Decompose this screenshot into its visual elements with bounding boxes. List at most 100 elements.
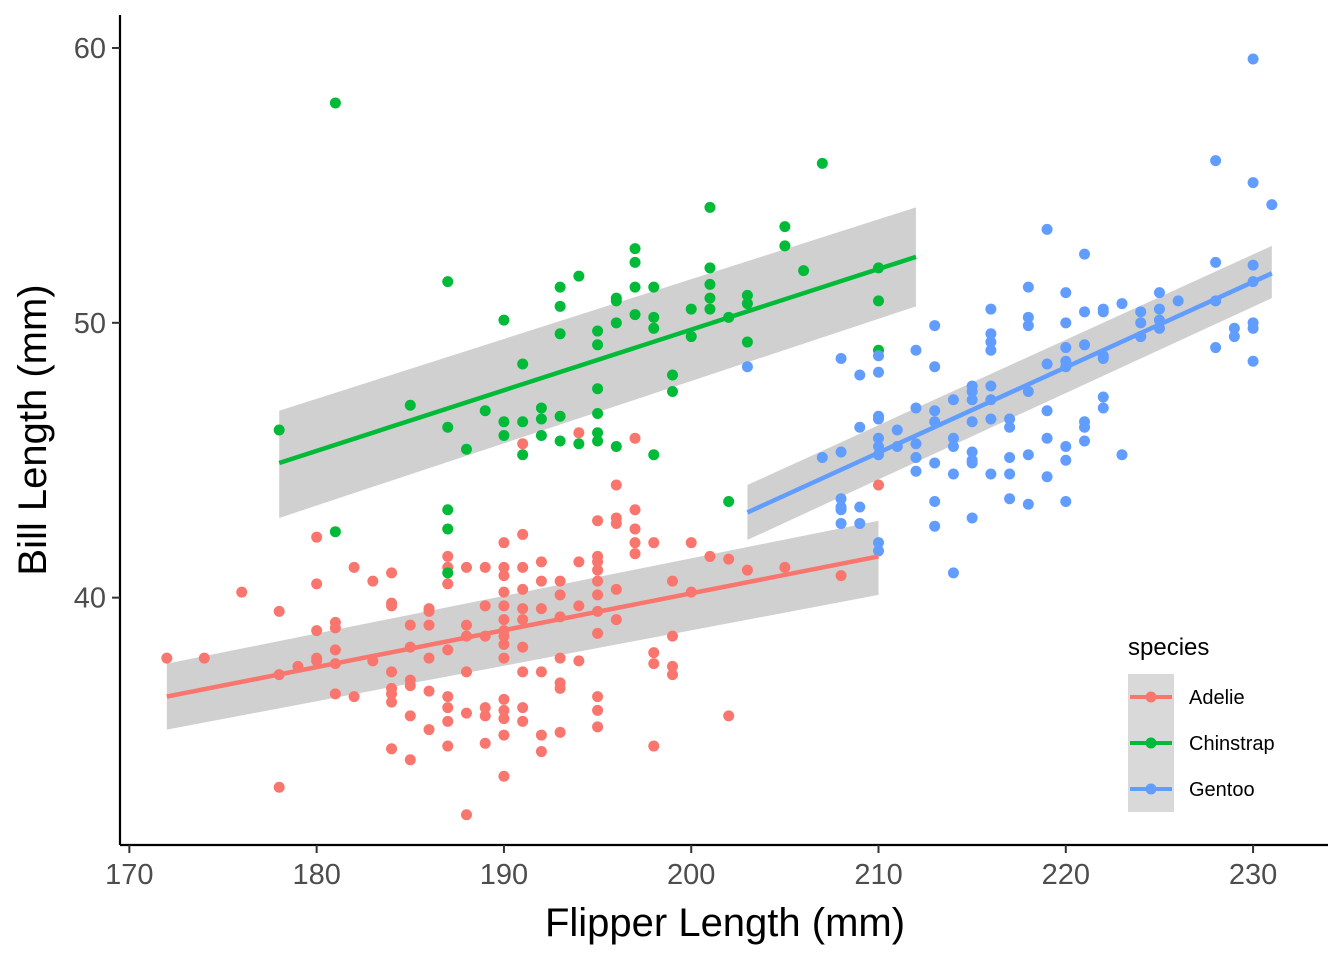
adelie-point (517, 715, 529, 727)
legend-label-gentoo: Gentoo (1189, 779, 1255, 801)
adelie-point (517, 583, 529, 595)
gentoo-point (873, 537, 885, 549)
gentoo-point (985, 328, 997, 340)
adelie-point (685, 537, 697, 549)
x-tick-label: 230 (1229, 859, 1277, 891)
chinstrap-point (779, 221, 791, 233)
adelie-point (517, 528, 529, 540)
gentoo-point (854, 369, 866, 381)
adelie-point (498, 600, 510, 612)
gentoo-point (1060, 495, 1072, 507)
adelie-point (404, 680, 416, 692)
chinstrap-point (479, 405, 491, 417)
gentoo-point (1004, 493, 1016, 505)
gentoo-point (966, 394, 978, 406)
chinstrap-point (592, 325, 604, 337)
legend-key-point (1145, 737, 1157, 749)
gentoo-point (966, 386, 978, 398)
adelie-point (517, 641, 529, 653)
chinstrap-point (610, 440, 622, 452)
chinstrap-point (648, 311, 660, 323)
adelie-point (386, 666, 398, 678)
adelie-point (648, 740, 660, 752)
chinstrap-point (704, 278, 716, 290)
gentoo-point (1153, 287, 1165, 299)
adelie-point (498, 537, 510, 549)
chinstrap-point (873, 295, 885, 307)
adelie-point (386, 600, 398, 612)
gentoo-point (1004, 413, 1016, 425)
adelie-point (498, 652, 510, 664)
chinstrap-point (329, 97, 341, 109)
adelie-point (535, 729, 547, 741)
gentoo-point (816, 451, 828, 463)
gentoo-point (929, 457, 941, 469)
chinstrap-point (666, 386, 678, 398)
adelie-point (629, 523, 641, 535)
gentoo-point (1041, 405, 1053, 417)
chinstrap-point (629, 256, 641, 268)
adelie-point (423, 652, 435, 664)
gentoo-point (1004, 421, 1016, 433)
gentoo-point (947, 440, 959, 452)
adelie-point (573, 427, 585, 439)
x-tick-label: 220 (1042, 859, 1090, 891)
gentoo-point (966, 512, 978, 524)
gentoo-point (1079, 248, 1091, 260)
chinstrap-point (741, 298, 753, 310)
adelie-point (329, 688, 341, 700)
adelie-point (573, 556, 585, 568)
chinstrap-point (535, 402, 547, 414)
gentoo-point (835, 517, 847, 529)
chinstrap-point (460, 443, 472, 455)
chinstrap-point (442, 421, 454, 433)
gentoo-point (966, 446, 978, 458)
gentoo-point (1247, 355, 1259, 367)
gentoo-point (929, 320, 941, 332)
adelie-point (423, 685, 435, 697)
adelie-point (442, 702, 454, 714)
adelie-point (535, 603, 547, 615)
adelie-point (367, 575, 379, 587)
gentoo-point (873, 366, 885, 378)
legend-key-point (1145, 783, 1157, 795)
gentoo-point (1097, 391, 1109, 403)
chinstrap-point (704, 262, 716, 274)
adelie-point (704, 550, 716, 562)
chinstrap-point (592, 339, 604, 351)
chinstrap-point (629, 243, 641, 255)
gentoo-point (1135, 317, 1147, 329)
adelie-point (423, 619, 435, 631)
adelie-point (386, 743, 398, 755)
adelie-point (498, 713, 510, 725)
gentoo-point (835, 493, 847, 505)
chinstrap-point (648, 281, 660, 293)
adelie-point (348, 691, 360, 703)
gentoo-point (1079, 306, 1091, 318)
adelie-point (498, 561, 510, 573)
legend: species Adelie Chinstrap Gentoo (1128, 634, 1275, 812)
chinstrap-point (592, 383, 604, 395)
adelie-point (460, 707, 472, 719)
gentoo-point (891, 424, 903, 436)
adelie-point (592, 556, 604, 568)
gentoo-point (1060, 317, 1072, 329)
gentoo-point (1097, 306, 1109, 318)
adelie-point (517, 614, 529, 626)
gentoo-point (985, 344, 997, 356)
gentoo-point (1172, 295, 1184, 307)
chinstrap-point (442, 567, 454, 579)
chinstrap-point (610, 295, 622, 307)
adelie-point (348, 561, 360, 573)
adelie-point (873, 479, 885, 491)
chinstrap-point (592, 408, 604, 420)
adelie-point (592, 575, 604, 587)
gentoo-point (966, 416, 978, 428)
chinstrap-point (442, 504, 454, 516)
gentoo-point (854, 421, 866, 433)
adelie-point (479, 737, 491, 749)
adelie-point (629, 432, 641, 444)
gentoo-point (873, 413, 885, 425)
adelie-point (741, 564, 753, 576)
